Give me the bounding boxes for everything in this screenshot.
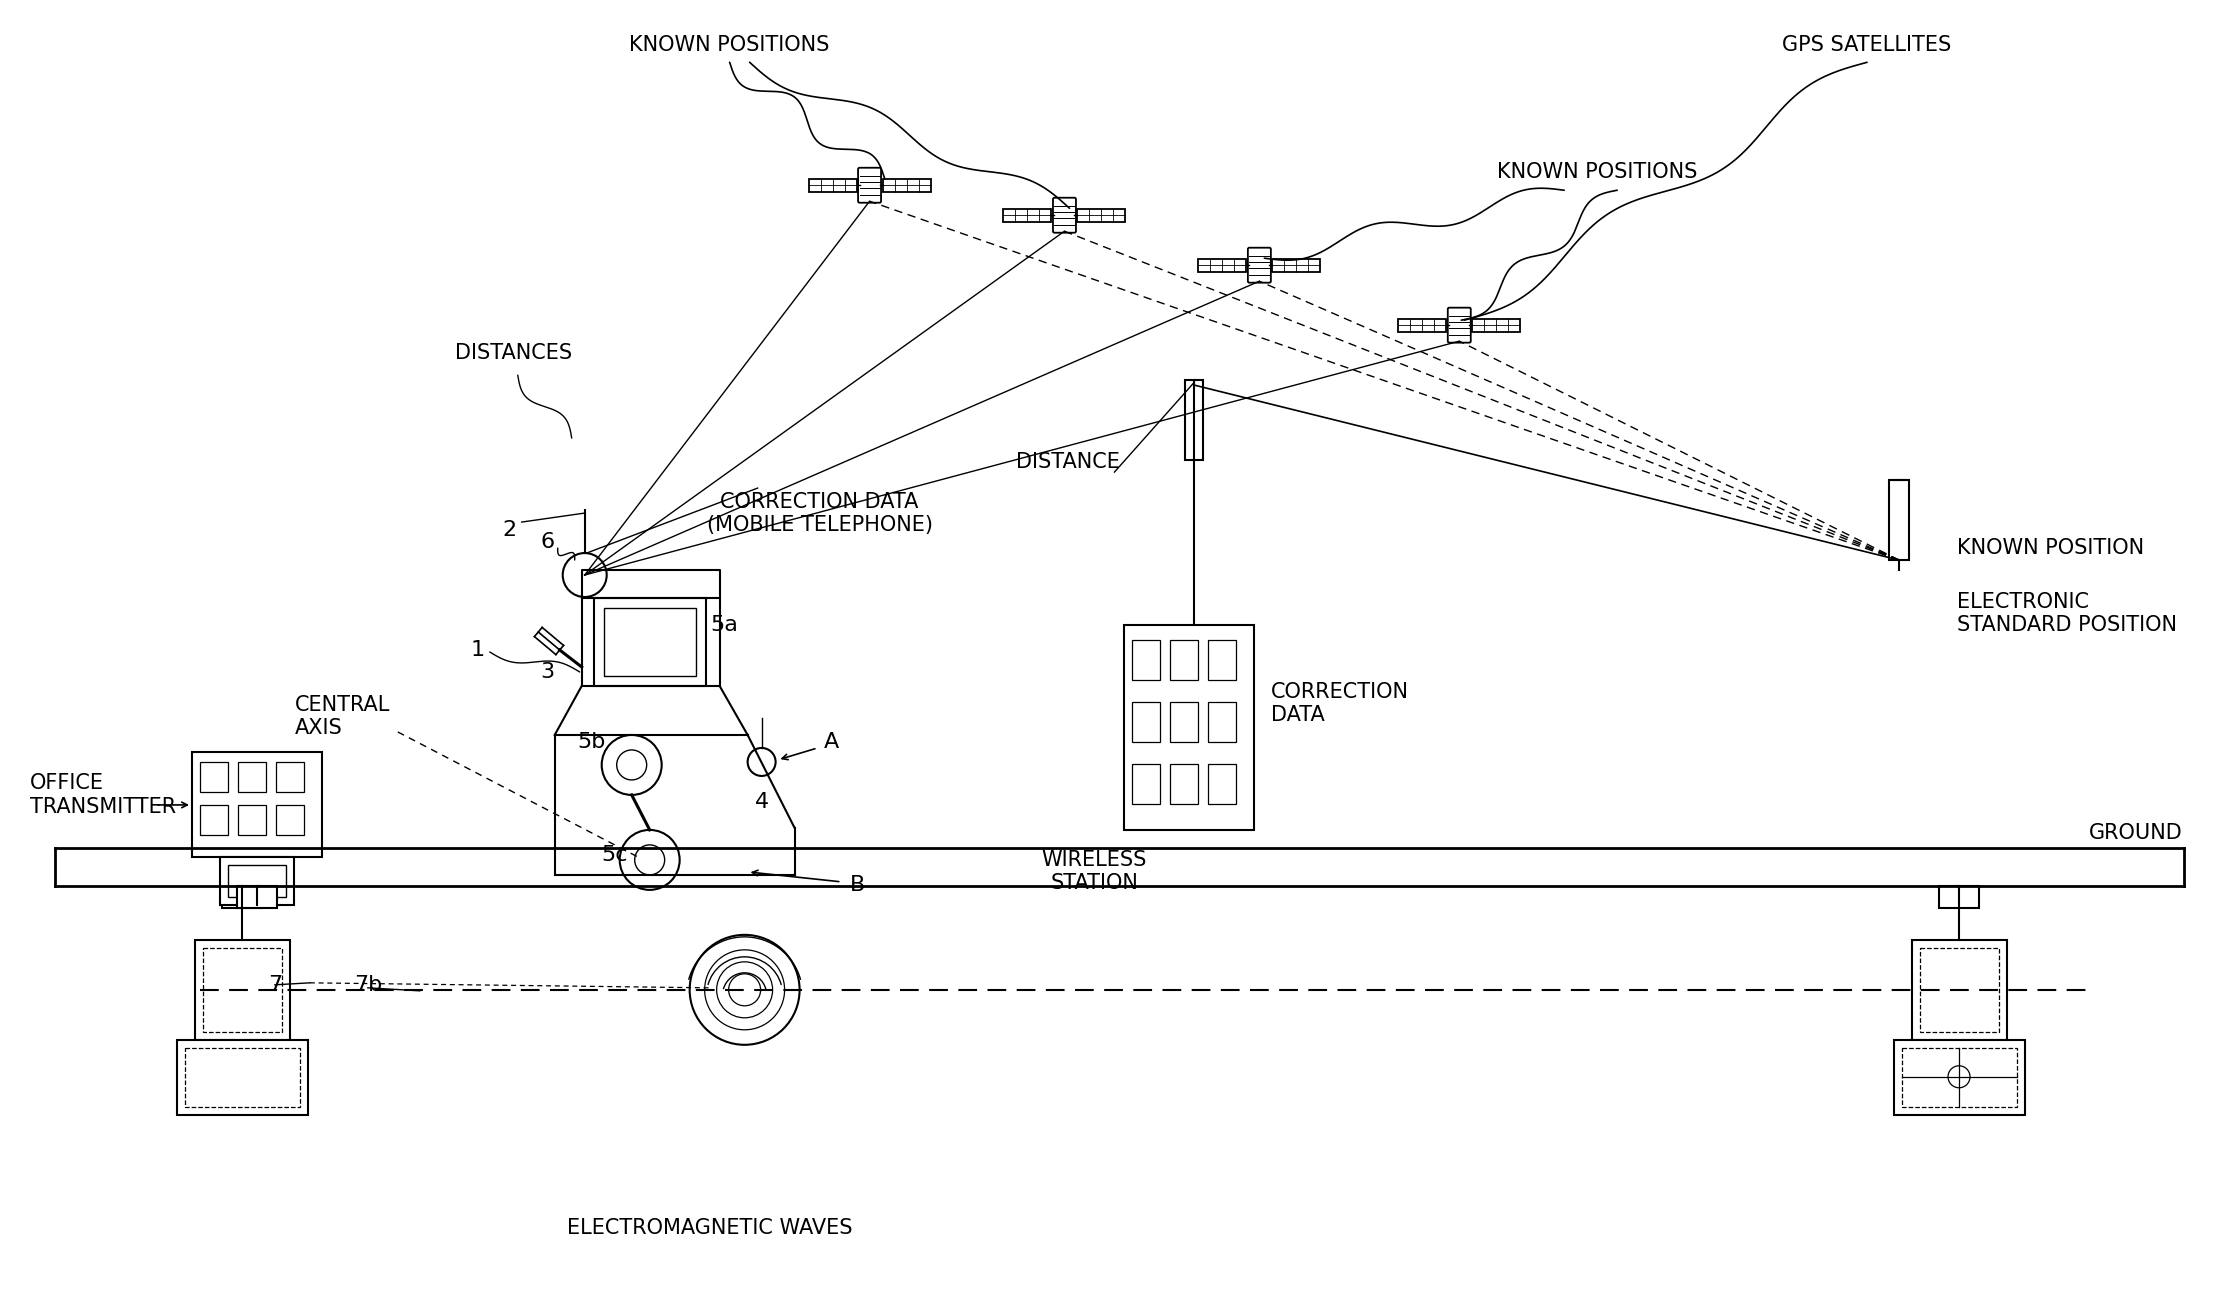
FancyBboxPatch shape <box>1124 625 1254 830</box>
FancyBboxPatch shape <box>1889 480 1909 560</box>
FancyBboxPatch shape <box>1171 702 1198 742</box>
FancyBboxPatch shape <box>237 761 266 792</box>
FancyBboxPatch shape <box>177 1040 308 1114</box>
Text: 1: 1 <box>472 639 485 660</box>
FancyBboxPatch shape <box>1473 319 1520 332</box>
Circle shape <box>617 750 646 779</box>
Text: 5b: 5b <box>577 732 606 752</box>
Circle shape <box>691 935 800 1045</box>
Text: 7b: 7b <box>353 975 382 995</box>
Text: 3: 3 <box>541 661 554 682</box>
FancyBboxPatch shape <box>228 865 286 896</box>
Text: KNOWN POSITIONS: KNOWN POSITIONS <box>630 35 829 56</box>
FancyBboxPatch shape <box>199 761 228 792</box>
FancyBboxPatch shape <box>219 857 293 905</box>
Circle shape <box>619 830 679 890</box>
FancyBboxPatch shape <box>1185 380 1202 460</box>
Text: KNOWN POSITIONS: KNOWN POSITIONS <box>1497 162 1696 183</box>
FancyBboxPatch shape <box>1004 209 1050 222</box>
Circle shape <box>1949 1066 1969 1088</box>
FancyBboxPatch shape <box>1133 639 1160 680</box>
FancyBboxPatch shape <box>1209 702 1236 742</box>
FancyBboxPatch shape <box>595 598 706 686</box>
FancyBboxPatch shape <box>1209 764 1236 804</box>
Text: CORRECTION
DATA: CORRECTION DATA <box>1272 682 1410 725</box>
Text: 5a: 5a <box>711 615 738 636</box>
Text: 4: 4 <box>755 792 769 812</box>
FancyBboxPatch shape <box>1133 764 1160 804</box>
Circle shape <box>704 949 784 1030</box>
Text: CENTRAL
AXIS: CENTRAL AXIS <box>295 695 391 738</box>
Circle shape <box>563 553 606 597</box>
FancyBboxPatch shape <box>1920 948 1998 1032</box>
Text: 5c: 5c <box>601 844 628 865</box>
FancyBboxPatch shape <box>237 805 266 835</box>
FancyBboxPatch shape <box>1893 1040 2025 1114</box>
FancyBboxPatch shape <box>237 886 277 908</box>
FancyBboxPatch shape <box>1902 1048 2016 1106</box>
FancyBboxPatch shape <box>1198 258 1247 271</box>
FancyBboxPatch shape <box>275 761 304 792</box>
FancyBboxPatch shape <box>192 752 322 857</box>
Circle shape <box>717 962 773 1018</box>
FancyBboxPatch shape <box>809 179 856 192</box>
FancyBboxPatch shape <box>199 805 228 835</box>
FancyBboxPatch shape <box>1448 307 1471 342</box>
Text: 7: 7 <box>268 975 282 995</box>
FancyBboxPatch shape <box>1053 197 1075 232</box>
Text: WIRELESS
STATION: WIRELESS STATION <box>1042 850 1147 894</box>
Circle shape <box>729 974 760 1005</box>
Text: B: B <box>849 875 865 895</box>
FancyBboxPatch shape <box>186 1048 299 1106</box>
FancyBboxPatch shape <box>1171 764 1198 804</box>
Text: 2: 2 <box>503 520 516 540</box>
Text: ELECTROMAGNETIC WAVES: ELECTROMAGNETIC WAVES <box>568 1218 852 1237</box>
FancyBboxPatch shape <box>1171 639 1198 680</box>
FancyBboxPatch shape <box>883 179 930 192</box>
FancyBboxPatch shape <box>221 886 261 908</box>
Circle shape <box>601 735 662 795</box>
FancyBboxPatch shape <box>1247 248 1272 283</box>
Text: A: A <box>825 732 838 752</box>
Circle shape <box>749 748 776 776</box>
FancyBboxPatch shape <box>858 167 881 202</box>
Text: OFFICE
TRANSMITTER: OFFICE TRANSMITTER <box>29 773 177 817</box>
Text: KNOWN POSITION: KNOWN POSITION <box>1958 538 2143 558</box>
Circle shape <box>635 844 664 875</box>
FancyBboxPatch shape <box>1133 702 1160 742</box>
Text: DISTANCE: DISTANCE <box>1015 453 1120 472</box>
FancyBboxPatch shape <box>1911 940 2007 1040</box>
Text: GPS SATELLITES: GPS SATELLITES <box>1784 35 1951 56</box>
FancyBboxPatch shape <box>275 805 304 835</box>
Text: DISTANCES: DISTANCES <box>454 344 572 363</box>
Text: ELECTRONIC
STANDARD POSITION: ELECTRONIC STANDARD POSITION <box>1958 591 2177 636</box>
FancyBboxPatch shape <box>194 940 291 1040</box>
Text: CORRECTION DATA
(MOBILE TELEPHONE): CORRECTION DATA (MOBILE TELEPHONE) <box>706 492 932 536</box>
Text: 6: 6 <box>541 532 554 553</box>
FancyBboxPatch shape <box>1209 639 1236 680</box>
Text: GROUND: GROUND <box>2090 822 2184 843</box>
FancyBboxPatch shape <box>1940 886 1978 908</box>
FancyBboxPatch shape <box>603 608 695 676</box>
FancyBboxPatch shape <box>203 948 282 1032</box>
FancyBboxPatch shape <box>1272 258 1321 271</box>
FancyBboxPatch shape <box>1077 209 1126 222</box>
FancyBboxPatch shape <box>1399 319 1446 332</box>
